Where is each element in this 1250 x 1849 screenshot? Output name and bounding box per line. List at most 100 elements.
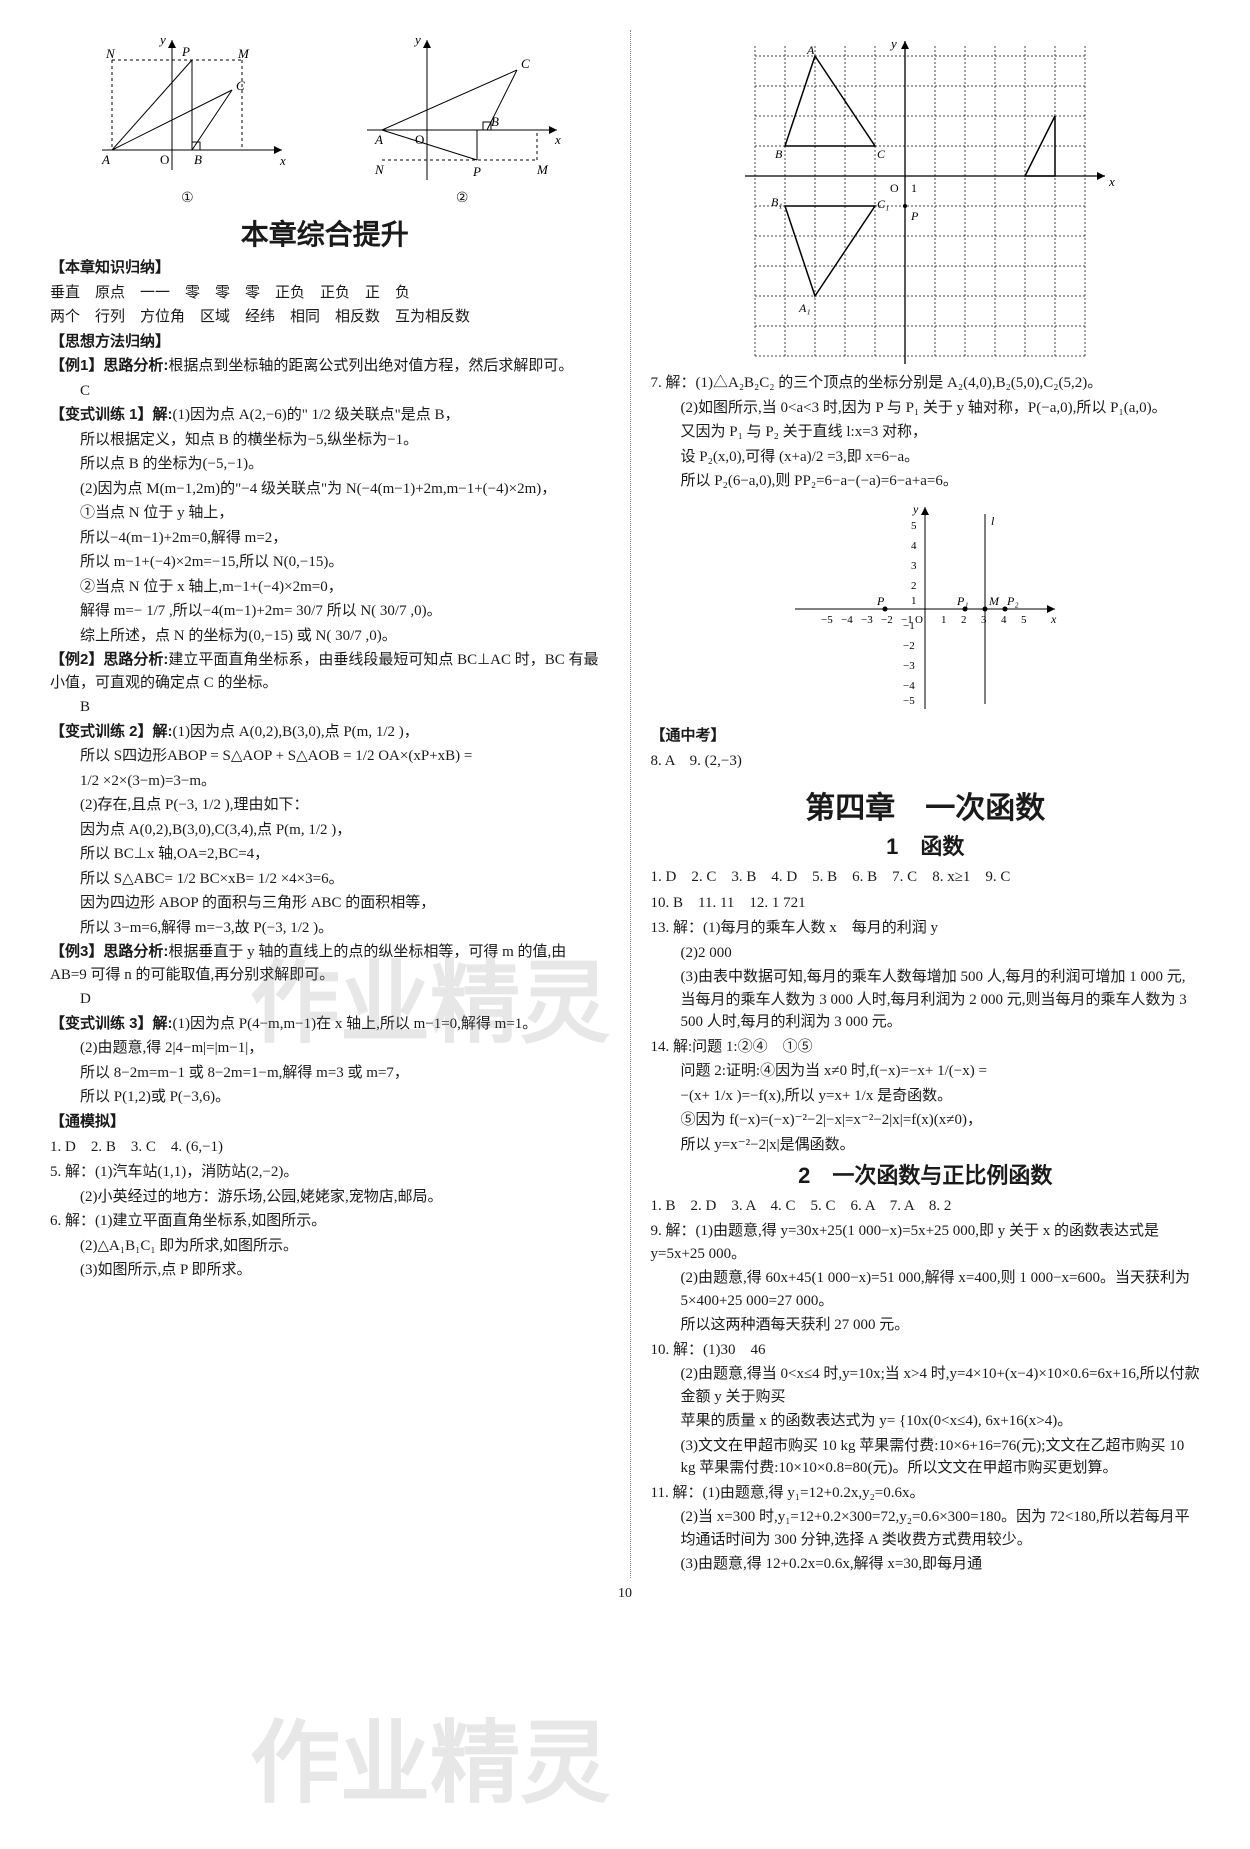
- variant-1: 【变式训练 1】解:(1)因为点 A(2,−6)的" 1/2 级关联点"是点 B…: [50, 404, 600, 427]
- s2-q10: 10. 解：(1)30 46: [651, 1339, 1201, 1362]
- s2-q11: 11. 解：(1)由题意,得 y₁=12+0.2x,y₂=0.6x。: [651, 1482, 1201, 1505]
- svg-text:5: 5: [911, 520, 917, 532]
- ex2-label: 【例2】思路分析:: [50, 651, 168, 668]
- tm6c: (3)如图所示,点 P 即所求。: [50, 1259, 600, 1282]
- variant-2: 【变式训练 2】解:(1)因为点 A(0,2),B(3,0),点 P(m, 1/…: [50, 721, 600, 744]
- var2-l5: 因为点 A(0,2),B(3,0),C(3,4),点 P(m, 1/2 )，: [50, 819, 600, 842]
- var3-l3: 所以 8−2m=m−1 或 8−2m=1−m,解得 m=3 或 m=7，: [50, 1062, 600, 1085]
- chapter4-heading: 第四章 一次函数: [651, 783, 1201, 827]
- figure-2: x y O A C B N P M ②: [357, 30, 567, 207]
- tongzk-label: 【通中考】: [651, 725, 1201, 748]
- var1-label: 【变式训练 1】解:: [50, 406, 173, 423]
- svg-text:2: 2: [911, 580, 917, 592]
- s1-q14c: −(x+ 1/x )=−f(x),所以 y=x+ 1/x 是奇函数。: [651, 1085, 1201, 1108]
- var3-l2: (2)由题意,得 2|4−m|=|m−1|，: [50, 1037, 600, 1060]
- svg-text:A: A: [806, 43, 815, 57]
- ex3-answer: D: [50, 988, 600, 1011]
- var1-l2: 所以根据定义，知点 B 的横坐标为−5,纵坐标为−1。: [50, 429, 600, 452]
- svg-text:P: P: [181, 44, 190, 59]
- var1-l10: 综上所述，点 N 的坐标为(0,−15) 或 N( 30/7 ,0)。: [50, 625, 600, 648]
- var1-l7: 所以 m−1+(−4)×2m=−15,所以 N(0,−15)。: [50, 551, 600, 574]
- tm6b: (2)△A₁B₁C₁ 即为所求,如图所示。: [50, 1235, 600, 1258]
- svg-text:2: 2: [961, 614, 967, 626]
- example-2: 【例2】思路分析:建立平面直角坐标系，由垂线段最短可知点 BC⊥AC 时，BC …: [50, 649, 600, 694]
- svg-text:−3: −3: [903, 660, 915, 672]
- svg-text:O: O: [160, 152, 169, 167]
- svg-text:P: P: [876, 594, 885, 608]
- svg-text:B: B: [491, 114, 499, 129]
- svg-text:4: 4: [911, 540, 917, 552]
- s2-q9b: (2)由题意,得 60x+45(1 000−x)=51 000,解得 x=400…: [651, 1267, 1201, 1312]
- svg-text:x: x: [279, 153, 286, 168]
- tongmo-label: 【通模拟】: [50, 1111, 600, 1134]
- s2-q10b: (2)由题意,得当 0<x≤4 时,y=10x;当 x>4 时,y=4×10+(…: [651, 1363, 1201, 1408]
- var2-l4: (2)存在,且点 P(−3, 1/2 ),理由如下：: [50, 794, 600, 817]
- q7e: 所以 P₂(6−a,0),则 PP₂=6−a−(−a)=6−a+a=6。: [651, 470, 1201, 493]
- ex1-text: 根据点到坐标轴的距离公式列出绝对值方程，然后求解即可。: [168, 358, 573, 374]
- s2-q11c: (3)由题意,得 12+0.2x=0.6x,解得 x=30,即每月通: [651, 1553, 1201, 1576]
- svg-text:3: 3: [981, 614, 987, 626]
- svg-text:C: C: [877, 147, 886, 161]
- watermark-2: 作业精灵: [250, 1690, 610, 1820]
- ex3-label: 【例3】思路分析:: [50, 943, 168, 960]
- svg-text:1: 1: [911, 181, 917, 195]
- tm6: 6. 解：(1)建立平面直角坐标系,如图所示。: [50, 1210, 600, 1233]
- s1-q13: 13. 解：(1)每月的乘车人数 x 每月的利润 y: [651, 917, 1201, 940]
- small-axis-figure: y x −5−4−3 −2−1 O 123 45 543 21 −1−2−3 −…: [651, 499, 1201, 719]
- svg-text:x: x: [1108, 174, 1115, 189]
- ex1-label: 【例1】思路分析:: [50, 357, 168, 374]
- svg-text:A: A: [101, 152, 110, 167]
- method-section-label: 【思想方法归纳】: [50, 331, 600, 354]
- svg-text:B₁: B₁: [771, 195, 783, 209]
- svg-text:−4: −4: [841, 614, 853, 626]
- tm-line1: 1. D 2. B 3. C 4. (6,−1): [50, 1135, 600, 1159]
- var2-l6: 所以 BC⊥x 轴,OA=2,BC=4，: [50, 843, 600, 866]
- svg-text:A: A: [374, 132, 383, 147]
- var3-label: 【变式训练 3】解:: [50, 1015, 173, 1032]
- fig1-caption: ①: [82, 190, 292, 207]
- svg-text:−4: −4: [903, 680, 915, 692]
- var1-l5: ①当点 N 位于 y 轴上，: [50, 502, 600, 525]
- svg-text:−3: −3: [861, 614, 873, 626]
- svg-text:P₂: P₂: [1006, 594, 1019, 608]
- svg-text:y: y: [413, 32, 421, 47]
- figure-row-top: x y O N P M C A B ①: [50, 30, 600, 207]
- s2-q11b: (2)当 x=300 时,y₁=12+0.2×300=72,y₂=0.6×300…: [651, 1506, 1201, 1551]
- s2-q10d: (3)文文在甲超市购买 10 kg 苹果需付费:10×6+16=76(元);文文…: [651, 1435, 1201, 1480]
- svg-text:y: y: [912, 502, 919, 516]
- svg-text:y: y: [889, 36, 897, 51]
- svg-text:O: O: [415, 132, 424, 147]
- s1-q14e: 所以 y=x⁻²−2|x|是偶函数。: [651, 1134, 1201, 1157]
- svg-text:−5: −5: [821, 614, 833, 626]
- var2-l8: 因为四边形 ABOP 的面积与三角形 ABC 的面积相等，: [50, 892, 600, 915]
- left-column: x y O N P M C A B ①: [50, 30, 600, 1578]
- svg-text:x: x: [1050, 612, 1057, 626]
- section1-heading: 1 函数: [651, 829, 1201, 861]
- ex1-answer: C: [50, 380, 600, 403]
- right-column: x y O 1 A B C A₁ B₁ C₁ P 7. 解：(1)△A₂B₂C₂…: [630, 30, 1201, 1578]
- svg-text:C: C: [236, 78, 245, 93]
- q7b: (2)如图所示,当 0<a<3 时,因为 P 与 P₁ 关于 y 轴对称，P(−…: [651, 397, 1201, 420]
- svg-text:1: 1: [911, 595, 917, 607]
- var2-l1: (1)因为点 A(0,2),B(3,0),点 P(m, 1/2 )，: [173, 724, 419, 740]
- svg-text:B: B: [194, 152, 202, 167]
- svg-text:O: O: [915, 614, 923, 626]
- svg-text:4: 4: [1001, 614, 1007, 626]
- svg-text:−2: −2: [881, 614, 893, 626]
- var1-l4: (2)因为点 M(m−1,2m)的"−4 级关联点"为 N(−4(m−1)+2m…: [50, 478, 600, 501]
- s1-q13b: (2)2 000: [651, 942, 1201, 965]
- tm5: 5. 解：(1)汽车站(1,1)，消防站(2,−2)。: [50, 1161, 600, 1184]
- figure-1: x y O N P M C A B ①: [82, 30, 292, 207]
- q7d: 设 P₂(x,0),可得 (x+a)/2 =3,即 x=6−a。: [651, 446, 1201, 469]
- svg-text:C: C: [521, 56, 530, 71]
- svg-text:M: M: [988, 594, 1000, 608]
- example-3: 【例3】思路分析:根据垂直于 y 轴的直线上的点的纵坐标相等，可得 m 的值,由…: [50, 941, 600, 986]
- svg-text:M: M: [237, 46, 250, 61]
- chapter-summary-heading: 本章综合提升: [50, 213, 600, 253]
- s2-q9: 9. 解：(1)由题意,得 y=30x+25(1 000−x)=5x+25 00…: [651, 1220, 1201, 1265]
- var3-l1: (1)因为点 P(4−m,m−1)在 x 轴上,所以 m−1=0,解得 m=1。: [173, 1016, 538, 1032]
- svg-text:1: 1: [941, 614, 947, 626]
- svg-text:3: 3: [911, 560, 917, 572]
- svg-text:M: M: [536, 162, 549, 177]
- example-1: 【例1】思路分析:根据点到坐标轴的距离公式列出绝对值方程，然后求解即可。: [50, 355, 600, 378]
